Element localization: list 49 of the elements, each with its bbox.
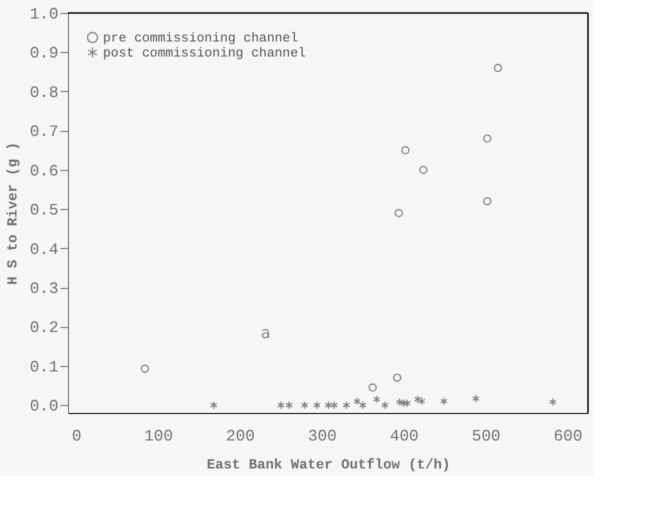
point xyxy=(140,364,150,373)
y-tick-label: 0.1 xyxy=(30,358,58,376)
point xyxy=(440,397,448,406)
point xyxy=(401,146,410,154)
point xyxy=(359,401,366,410)
point xyxy=(396,398,404,406)
legend-label: post commissioning channel xyxy=(103,46,306,60)
point xyxy=(300,401,308,410)
y-tick-label: 0.7 xyxy=(30,123,58,142)
x-tick-label: 0 xyxy=(72,428,82,446)
point xyxy=(373,395,380,404)
x-tick-label: 300 xyxy=(308,428,337,446)
point xyxy=(313,401,321,410)
point xyxy=(342,401,350,410)
y-tick-label: 0.2 xyxy=(30,319,58,338)
point xyxy=(403,399,411,408)
point xyxy=(483,134,492,143)
y-tick-label: 0.0 xyxy=(30,398,58,416)
y-tick-label: 0.8 xyxy=(30,84,58,102)
point xyxy=(419,166,428,174)
point xyxy=(277,401,285,410)
y-tick-label: 0.5 xyxy=(30,202,58,220)
y-tick-label: 1.0 xyxy=(30,6,58,24)
point xyxy=(381,401,389,410)
x-tick-label: 500 xyxy=(472,428,501,446)
point xyxy=(414,395,422,404)
point xyxy=(368,383,377,392)
y-tick-label: 0.6 xyxy=(30,162,58,180)
y-tick-label: 0.3 xyxy=(30,280,58,298)
y-tick-label: 0.9 xyxy=(30,44,58,63)
x-tick-label: 100 xyxy=(144,428,173,446)
point xyxy=(285,401,293,410)
point xyxy=(393,374,402,382)
y-axis-title: H S to River (g ) xyxy=(6,142,22,285)
point xyxy=(394,208,403,218)
x-tick-label: 600 xyxy=(554,428,582,446)
point xyxy=(483,197,492,206)
x-tick-label: 200 xyxy=(226,428,255,446)
point xyxy=(549,398,556,406)
point xyxy=(494,64,502,72)
y-tick-label: 0.4 xyxy=(30,240,58,259)
point xyxy=(353,397,361,406)
x-tick-label: 400 xyxy=(390,428,419,446)
legend-label: pre commissioning channel xyxy=(103,30,298,46)
point xyxy=(210,401,218,410)
annotation: a xyxy=(260,323,271,342)
point xyxy=(418,397,426,406)
x-axis-title: East Bank Water Outflow (t/h) xyxy=(206,458,450,474)
point xyxy=(472,394,480,403)
